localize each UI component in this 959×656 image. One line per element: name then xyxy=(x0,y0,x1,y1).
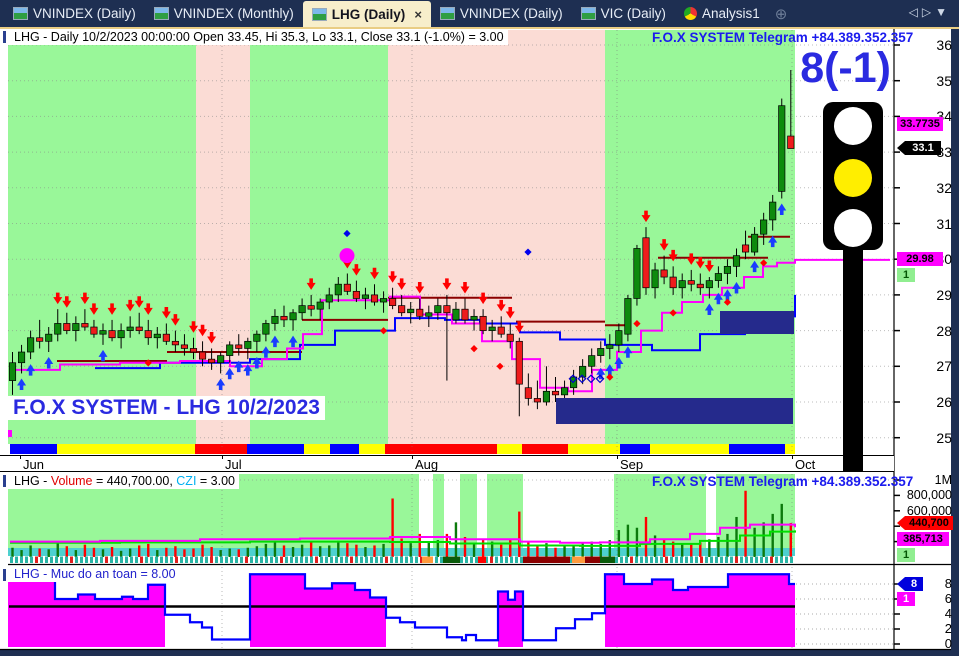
active-window-highlight xyxy=(0,27,959,29)
new-tab-icon[interactable]: ⊕ xyxy=(774,5,788,23)
chart-icon xyxy=(153,7,169,20)
tab-label: VIC (Daily) xyxy=(600,6,666,21)
tab-vic-daily-[interactable]: VIC (Daily) xyxy=(572,2,675,26)
tab-label: VNINDEX (Daily) xyxy=(33,6,136,21)
chart-icon xyxy=(439,7,455,20)
scroll-tabs-right-icon[interactable]: ▷ xyxy=(921,5,936,19)
tab-label: VNINDEX (Daily) xyxy=(459,6,563,21)
tab-bar: VNINDEX (Daily) VNINDEX (Monthly) LHG (Dai… xyxy=(0,0,959,27)
tab-label: VNINDEX (Monthly) xyxy=(173,6,294,21)
chart-icon xyxy=(311,7,327,21)
scroll-tabs-left-icon[interactable]: ◁ xyxy=(908,5,922,19)
tab-vnindex-daily-[interactable]: VNINDEX (Daily) xyxy=(431,2,572,26)
tab-label: LHG (Daily) xyxy=(331,6,406,22)
tab-vnindex-daily-[interactable]: VNINDEX (Daily) xyxy=(4,2,145,26)
chart-icon xyxy=(580,7,596,20)
tab-label: Analysis1 xyxy=(701,6,760,21)
chart-icon xyxy=(13,7,28,20)
chart-area xyxy=(0,29,951,650)
tab-list-dropdown-icon[interactable]: ▼ xyxy=(935,5,951,19)
tab-lhg-daily-[interactable]: LHG (Daily) × xyxy=(302,1,431,27)
tab-analysis1[interactable]: Analysis1 xyxy=(675,2,769,26)
tab-vnindex-monthly-[interactable]: VNINDEX (Monthly) xyxy=(145,2,303,26)
tab-nav-controls[interactable]: ◁▷▼ xyxy=(909,5,951,19)
close-tab-icon[interactable]: × xyxy=(414,6,422,22)
pie-icon xyxy=(683,7,697,20)
